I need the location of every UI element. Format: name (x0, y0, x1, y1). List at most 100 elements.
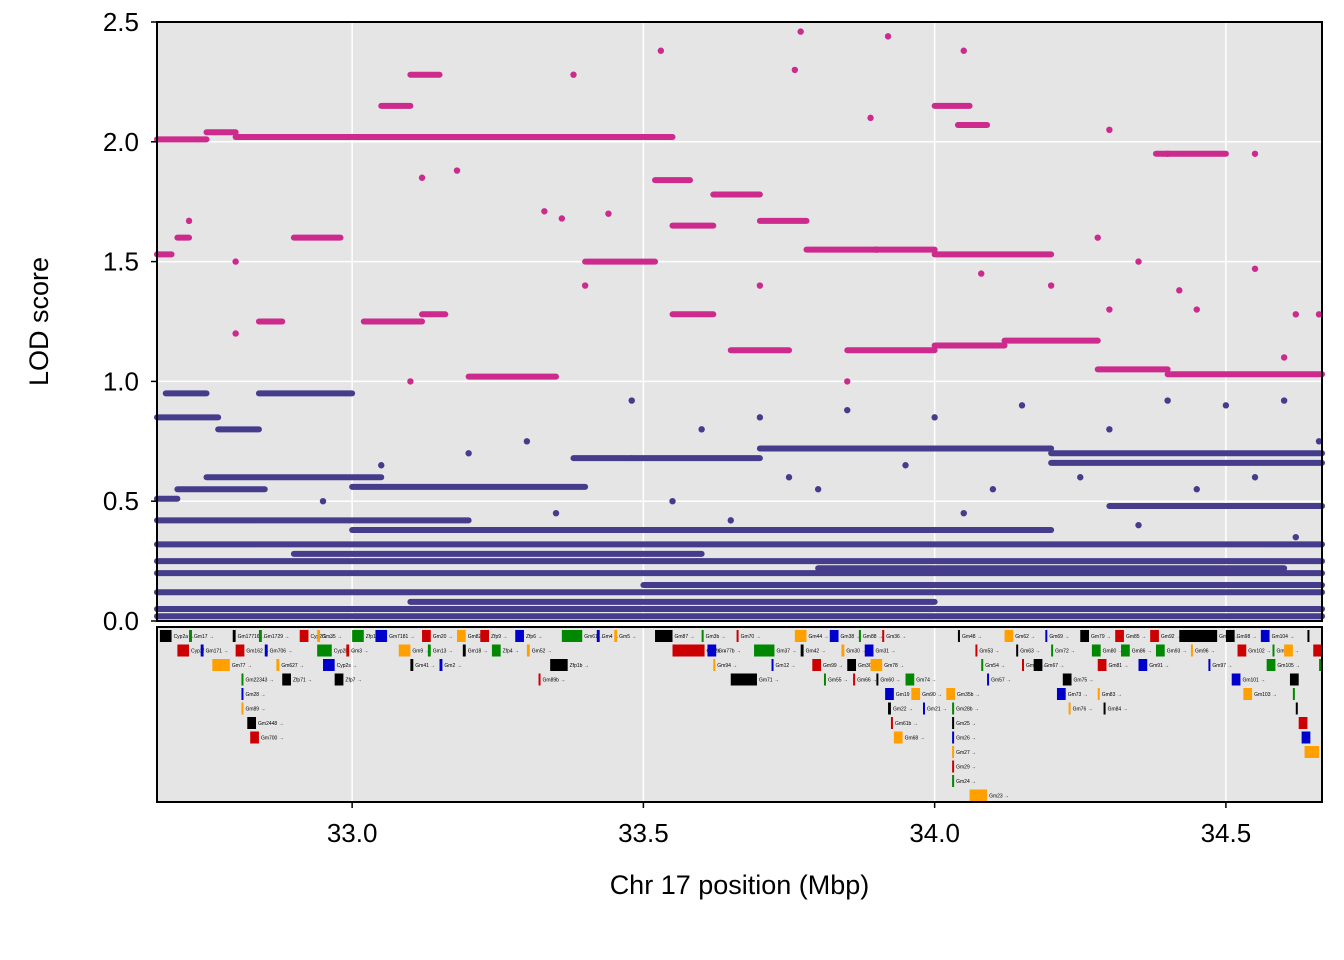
gene-label: Gm37 → (776, 649, 796, 655)
gene-label: Gm89 → (245, 707, 265, 713)
gene-label: Gm22343 → (245, 678, 273, 684)
gene-label: Gm68 → (905, 736, 925, 742)
gene: Gm627 → (276, 659, 304, 671)
lod-point (378, 462, 385, 469)
lod-point (185, 217, 193, 225)
gene-block (771, 659, 774, 671)
gene: Zfp7 → (334, 673, 362, 686)
gene: Gm38 → (829, 630, 861, 642)
lod-point (552, 509, 560, 517)
gene-label: Gm89b → (543, 678, 566, 684)
lod-point (960, 509, 967, 517)
gene-label: Gm17 → (194, 634, 214, 640)
lod-point (1315, 438, 1323, 445)
gene: Gm55 → (823, 673, 848, 686)
lod-point (232, 330, 239, 337)
gene-label: Cyp2f1 → (310, 634, 332, 640)
gene: Gm92 → (1150, 630, 1181, 642)
lod-point (1280, 397, 1288, 404)
x-tick-label: 34.0 (909, 818, 960, 848)
gene (1301, 731, 1311, 744)
plot-border (156, 21, 1323, 622)
gene-block (858, 630, 861, 642)
gene-label: Gm66 → (857, 678, 877, 684)
gene-block (1292, 688, 1295, 700)
gene (1313, 644, 1321, 657)
gene-block (1033, 659, 1043, 671)
gene-block (981, 659, 984, 671)
gene: Gm78 → (870, 659, 904, 671)
gene-label: Gm24 → (956, 779, 976, 785)
gene: Gm85 → (1115, 630, 1146, 642)
gene-label: Gm92 → (1161, 634, 1181, 640)
gene: Gm41 → (410, 659, 435, 671)
gene: Gm1729 → (258, 630, 289, 642)
gene-block (812, 659, 822, 671)
gene-label: Gm60 → (880, 678, 900, 684)
gene: Gm60 → (876, 673, 900, 686)
gene-block (701, 630, 704, 642)
gene-block (323, 659, 335, 671)
gene-label: Gm38 → (841, 634, 861, 640)
lod-point (797, 28, 804, 35)
gene-block (462, 644, 466, 657)
gene: Gm18 → (462, 644, 488, 657)
gene-label: Gm28 → (245, 692, 265, 698)
gene-label: Gm162 → (246, 649, 269, 655)
lod-point (1251, 474, 1259, 481)
gene-block (1097, 659, 1107, 671)
gene: Zfp1 → (352, 630, 382, 642)
lod-point (698, 426, 705, 433)
gene: Gm53 → (975, 644, 999, 657)
lod-point (523, 438, 531, 445)
gene-label: Gm30b → (858, 663, 881, 669)
gene-block (1150, 630, 1159, 642)
gene-block (247, 717, 257, 729)
gene-label: Gm55 → (828, 678, 848, 684)
data-series (154, 28, 1325, 620)
lod-point (1193, 486, 1200, 493)
gene-label: Zfp7 → (345, 678, 361, 684)
gene-block (1179, 630, 1218, 642)
gene-block (794, 630, 807, 642)
gene (1295, 702, 1298, 715)
lod-point (1222, 402, 1230, 409)
gene-label: Zfp9 → (491, 634, 507, 640)
gene-label: Gm73 → (1068, 692, 1088, 698)
gene-label: Gm23 → (989, 794, 1009, 800)
gene: Zfp4 → (491, 644, 519, 657)
series-group (154, 390, 1325, 620)
gene-block (987, 673, 990, 686)
gene: Gm79 → (1080, 630, 1111, 642)
gene-block (952, 746, 955, 758)
gene-block (736, 630, 739, 642)
lod-point (453, 167, 461, 174)
lod-point (1106, 426, 1113, 433)
gene-block (890, 717, 893, 729)
gene-block (1237, 644, 1247, 657)
gene: Gm2b → (672, 644, 727, 657)
gene-label: Gm76 → (1073, 707, 1093, 713)
lod-point (1135, 521, 1142, 529)
gene-label: Gm19 → (896, 692, 916, 698)
lod-point (727, 517, 734, 524)
gene: Gm70 → (736, 630, 761, 642)
gene-block (888, 702, 891, 715)
gene-label: Gm63 → (1020, 649, 1040, 655)
gene-label: Gm35 → (322, 634, 342, 640)
lod-point (1280, 354, 1288, 361)
gene-block (1091, 644, 1101, 657)
gene: Gm28b → (952, 702, 979, 715)
gene-label: Gm22 → (893, 707, 913, 713)
gene: Gm29 → (952, 760, 976, 773)
y-tick-label: 1.5 (103, 247, 139, 277)
gene-block (1115, 630, 1124, 642)
gene-label: Gm91 → (1149, 663, 1169, 669)
gene: Gm75 → (1062, 673, 1094, 686)
gene-label: Gm5 → (619, 634, 636, 640)
gene-block (439, 659, 443, 671)
gene: Cyp2f1 → (299, 630, 333, 642)
lod-point (605, 210, 612, 217)
gene-label: Gm102 → (1248, 649, 1271, 655)
